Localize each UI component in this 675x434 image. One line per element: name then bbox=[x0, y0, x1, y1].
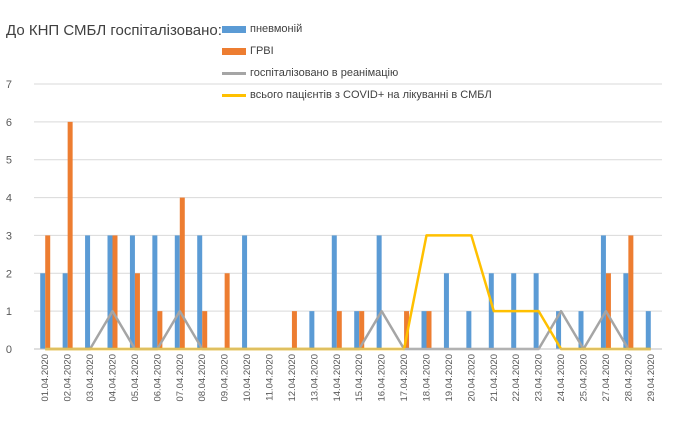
y-tick-label: 5 bbox=[6, 155, 12, 167]
legend-swatch-grvi bbox=[222, 47, 246, 55]
bar-pneumonia bbox=[623, 273, 629, 349]
bar-pneumonia bbox=[645, 311, 651, 349]
legend-item-icu: госпіталізовано в реанімацію bbox=[222, 62, 492, 84]
legend-item-grvi: ГРВІ bbox=[222, 40, 492, 62]
bar-grvi bbox=[291, 311, 297, 349]
bar-grvi bbox=[179, 197, 185, 349]
bar-pneumonia bbox=[466, 311, 472, 349]
bar-pneumonia bbox=[556, 311, 562, 349]
chart-title: До КНП СМБЛ госпіталізовано: bbox=[6, 22, 222, 39]
legend-label-pneumonia: пневмоній bbox=[250, 23, 303, 35]
bar-pneumonia bbox=[488, 273, 494, 349]
x-tick-label: 14.04.2020 bbox=[332, 354, 343, 402]
y-tick-label: 1 bbox=[6, 306, 12, 318]
legend-label-icu: госпіталізовано в реанімацію bbox=[250, 67, 399, 79]
legend-label-covid-total: всього пацієнтів з COVID+ на лікуванні в… bbox=[250, 89, 492, 101]
x-tick-label: 07.04.2020 bbox=[175, 354, 186, 402]
legend: пневмоній ГРВІ госпіталізовано в реаніма… bbox=[222, 18, 492, 106]
x-tick-label: 18.04.2020 bbox=[422, 354, 433, 402]
legend-swatch-icu bbox=[222, 71, 246, 75]
y-tick-label: 7 bbox=[6, 79, 12, 91]
bar-pneumonia bbox=[421, 311, 427, 349]
x-tick-label: 22.04.2020 bbox=[511, 354, 522, 402]
bar-pneumonia bbox=[443, 273, 449, 349]
bar-grvi bbox=[359, 311, 365, 349]
x-tick-label: 28.04.2020 bbox=[623, 354, 634, 402]
x-tick-label: 12.04.2020 bbox=[287, 354, 298, 402]
bar-grvi bbox=[224, 273, 230, 349]
bar-grvi bbox=[628, 235, 634, 349]
y-tick-label: 3 bbox=[6, 230, 12, 242]
x-tick-label: 25.04.2020 bbox=[579, 354, 590, 402]
bar-pneumonia bbox=[152, 235, 158, 349]
bar-grvi bbox=[426, 311, 432, 349]
x-tick-label: 09.04.2020 bbox=[220, 354, 231, 402]
bar-pneumonia bbox=[107, 235, 113, 349]
bar-pneumonia bbox=[197, 235, 203, 349]
x-tick-label: 05.04.2020 bbox=[130, 354, 141, 402]
x-tick-label: 08.04.2020 bbox=[197, 354, 208, 402]
bar-pneumonia bbox=[376, 235, 382, 349]
x-tick-label: 15.04.2020 bbox=[354, 354, 365, 402]
bar-grvi bbox=[157, 311, 163, 349]
bar-grvi bbox=[605, 273, 611, 349]
bar-pneumonia bbox=[331, 235, 337, 349]
x-tick-label: 23.04.2020 bbox=[534, 354, 545, 402]
bar-grvi bbox=[202, 311, 208, 349]
x-tick-label: 19.04.2020 bbox=[444, 354, 455, 402]
legend-item-pneumonia: пневмоній bbox=[222, 18, 492, 40]
bar-pneumonia bbox=[578, 311, 584, 349]
bar-pneumonia bbox=[40, 273, 46, 349]
legend-item-covid-total: всього пацієнтів з COVID+ на лікуванні в… bbox=[222, 84, 492, 106]
x-tick-label: 04.04.2020 bbox=[108, 354, 119, 402]
bar-pneumonia bbox=[174, 235, 180, 349]
x-tick-label: 02.04.2020 bbox=[63, 354, 74, 402]
x-tick-label: 20.04.2020 bbox=[466, 354, 477, 402]
bar-pneumonia bbox=[242, 235, 248, 349]
bar-grvi bbox=[45, 235, 51, 349]
x-tick-label: 29.04.2020 bbox=[646, 354, 657, 402]
x-tick-label: 21.04.2020 bbox=[489, 354, 500, 402]
x-tick-label: 17.04.2020 bbox=[399, 354, 410, 402]
bar-pneumonia bbox=[85, 235, 91, 349]
x-tick-label: 01.04.2020 bbox=[40, 354, 51, 402]
bar-grvi bbox=[112, 235, 118, 349]
bar-grvi bbox=[134, 273, 140, 349]
y-tick-label: 4 bbox=[6, 193, 12, 205]
y-tick-label: 0 bbox=[6, 344, 12, 356]
x-tick-label: 16.04.2020 bbox=[377, 354, 388, 402]
x-tick-label: 13.04.2020 bbox=[309, 354, 320, 402]
x-tick-label: 11.04.2020 bbox=[265, 354, 276, 401]
legend-swatch-pneumonia bbox=[222, 25, 246, 33]
bar-pneumonia bbox=[62, 273, 68, 349]
bar-grvi bbox=[67, 121, 73, 349]
x-tick-label: 03.04.2020 bbox=[85, 354, 96, 402]
x-tick-label: 27.04.2020 bbox=[601, 354, 612, 402]
legend-swatch-covid-total bbox=[222, 93, 246, 97]
y-tick-label: 2 bbox=[6, 268, 12, 280]
x-tick-label: 06.04.2020 bbox=[152, 354, 163, 402]
bar-pneumonia bbox=[309, 311, 315, 349]
y-tick-label: 6 bbox=[6, 117, 12, 129]
bar-pneumonia bbox=[354, 311, 360, 349]
bar-grvi bbox=[336, 311, 342, 349]
x-tick-label: 24.04.2020 bbox=[556, 354, 567, 402]
bar-pneumonia bbox=[129, 235, 135, 349]
bar-pneumonia bbox=[600, 235, 606, 349]
legend-label-grvi: ГРВІ bbox=[250, 45, 274, 57]
x-tick-label: 10.04.2020 bbox=[242, 354, 253, 402]
